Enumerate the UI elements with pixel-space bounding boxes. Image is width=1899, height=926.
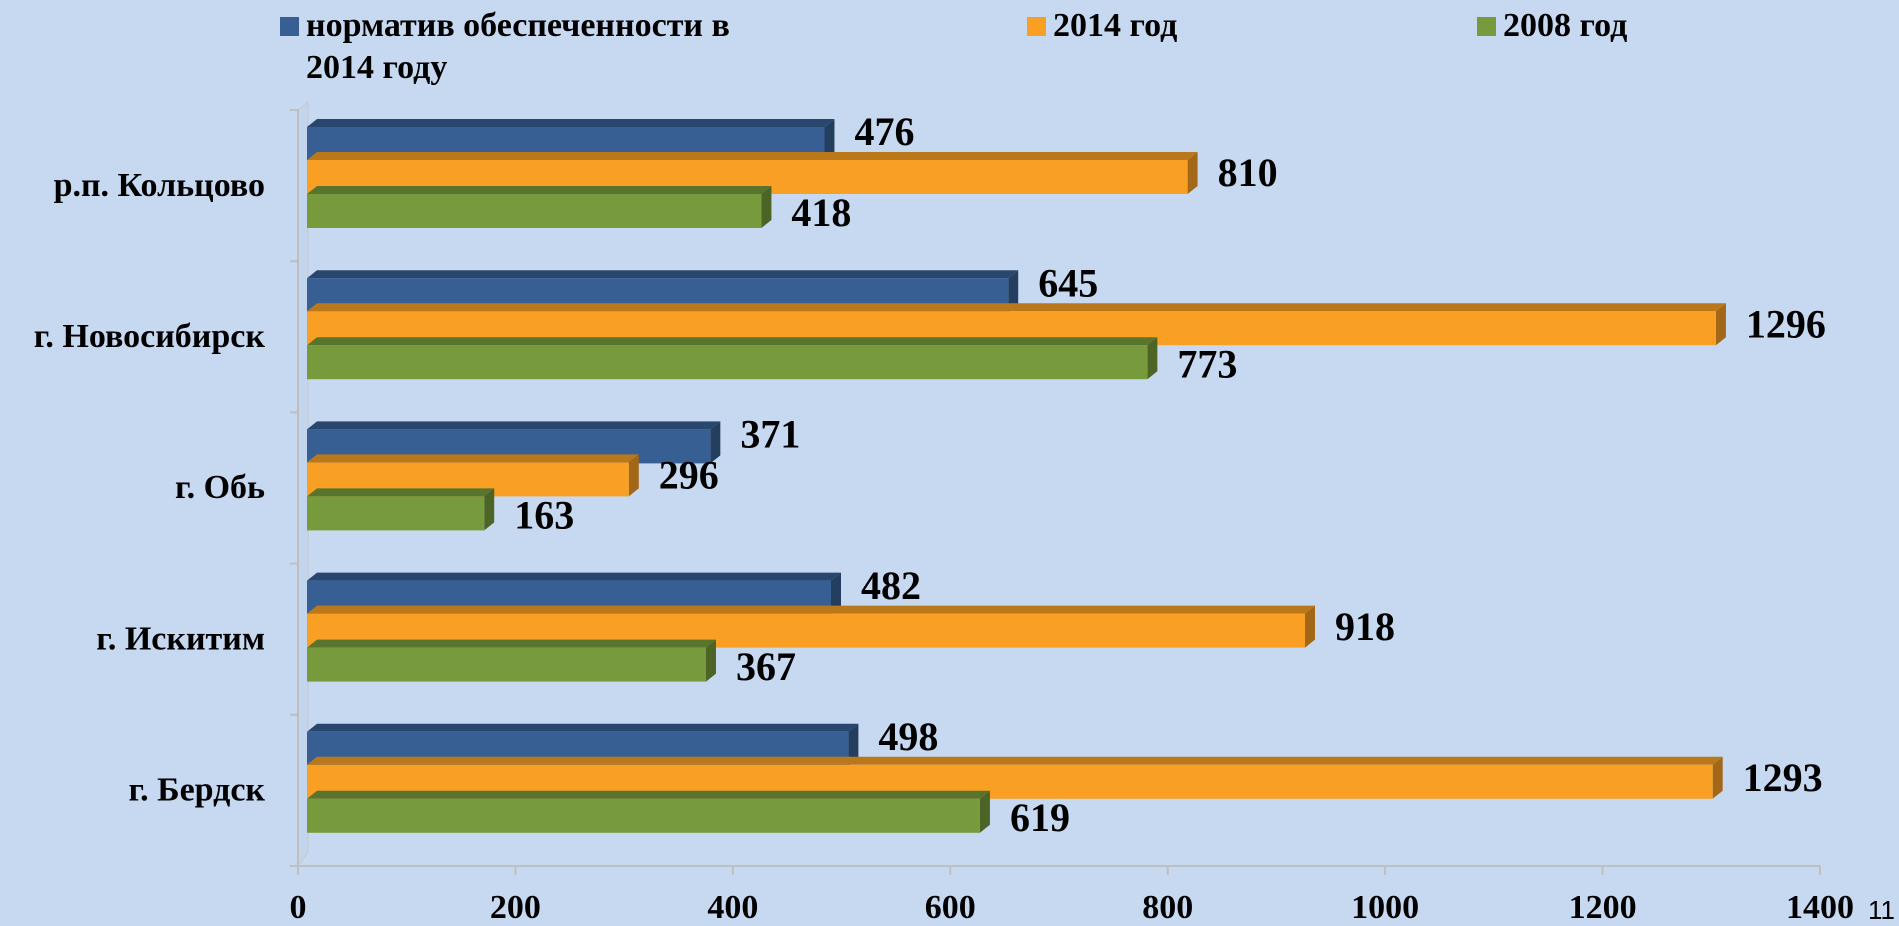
value-label: 1296	[1746, 301, 1826, 346]
bar-side	[710, 421, 721, 464]
bar-side	[628, 454, 639, 497]
value-label: 476	[854, 109, 914, 154]
wall	[297, 100, 309, 868]
value-label: 498	[878, 714, 938, 759]
x-tick-label: 1000	[1351, 889, 1419, 926]
legend-label: 2014 год	[1053, 7, 1178, 44]
value-label: 296	[659, 453, 719, 498]
bar-side	[484, 488, 495, 531]
bar-front	[307, 345, 1148, 380]
bar	[307, 639, 716, 682]
bar-top	[307, 303, 1726, 312]
bar-front	[307, 496, 485, 531]
bar	[307, 186, 772, 228]
category-label: г. Новосибирск	[34, 318, 266, 355]
value-label: 418	[791, 190, 851, 235]
page-number: 11	[1868, 895, 1895, 925]
bar-side	[1008, 270, 1019, 313]
x-tick-label: 0	[290, 889, 307, 926]
x-tick-label: 200	[490, 889, 541, 926]
value-label: 810	[1218, 150, 1278, 195]
x-tick-label: 600	[925, 889, 976, 926]
bar-side	[1304, 605, 1315, 648]
bar-front	[307, 647, 706, 682]
value-label: 482	[861, 563, 921, 608]
category-label: г. Обь	[175, 469, 265, 506]
value-label: 619	[1010, 795, 1070, 840]
category-label: г. Искитим	[96, 620, 265, 657]
bar-top	[307, 723, 859, 732]
bar-top	[307, 639, 716, 648]
bar	[307, 790, 990, 833]
legend-label: норматив обеспеченности в 2014 году	[306, 7, 730, 86]
x-tick-label: 800	[1142, 889, 1193, 926]
bar-top	[307, 186, 772, 194]
bar-top	[307, 756, 1723, 765]
legend-swatch	[280, 17, 299, 36]
value-label: 645	[1038, 260, 1098, 305]
bar	[307, 337, 1158, 380]
x-tick-label: 1400	[1786, 889, 1854, 926]
bar-top	[307, 454, 639, 463]
legend-label: 2008 год	[1503, 7, 1628, 44]
bar-side	[824, 119, 835, 161]
bar-side	[1147, 337, 1158, 380]
bar-front	[307, 194, 762, 228]
value-label: 163	[514, 493, 574, 538]
bar-top	[307, 605, 1315, 614]
category-label: р.п. Кольцово	[54, 167, 265, 204]
bar-top	[307, 488, 495, 497]
category-label: г. Бердск	[128, 772, 265, 809]
bar-side	[1715, 303, 1726, 346]
bar-side	[1187, 152, 1198, 194]
bar-top	[307, 572, 842, 581]
value-label: 367	[736, 644, 796, 689]
bar-top	[307, 421, 721, 430]
x-tick-label: 400	[707, 889, 758, 926]
bar-top	[307, 152, 1198, 160]
bar-top	[307, 270, 1019, 279]
legend-swatch	[1477, 17, 1496, 36]
bar-top	[307, 790, 990, 799]
value-label: 918	[1335, 604, 1395, 649]
bar-top	[307, 119, 835, 127]
value-label: 1293	[1743, 755, 1823, 800]
bar-top	[307, 337, 1158, 346]
bar-side	[761, 186, 772, 228]
bar-side	[705, 639, 716, 682]
bar	[307, 421, 721, 464]
bar-side	[848, 723, 859, 766]
bar	[307, 488, 495, 531]
bar-side	[831, 572, 842, 615]
x-tick-label: 1200	[1569, 889, 1637, 926]
value-label: 773	[1177, 341, 1237, 386]
bar-side	[979, 790, 990, 833]
value-label: 371	[740, 412, 800, 457]
bar-side	[1712, 756, 1723, 799]
bar-front	[307, 798, 980, 833]
legend-swatch	[1027, 17, 1046, 36]
